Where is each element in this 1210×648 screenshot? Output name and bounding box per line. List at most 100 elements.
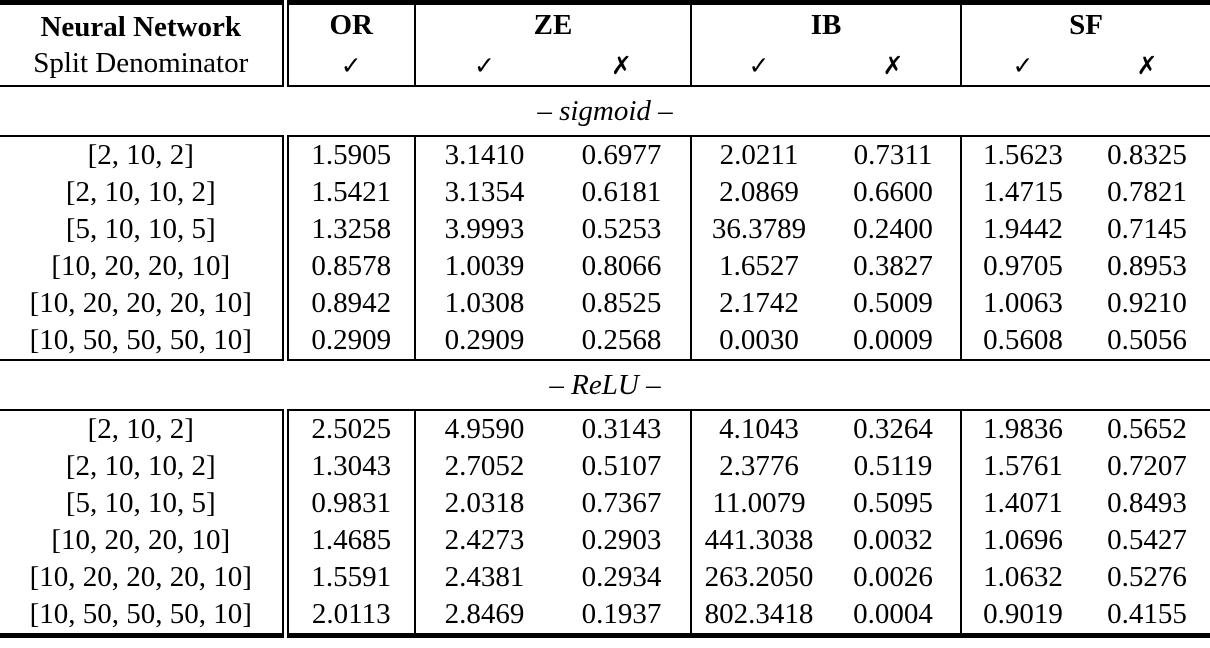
network-cell: [10, 20, 20, 20, 10] <box>29 561 252 593</box>
value-cell: 0.0026 <box>853 561 933 593</box>
network-cell: [10, 20, 20, 10] <box>51 524 231 556</box>
value-cell: 4.1043 <box>690 410 826 448</box>
check-icon: ✓ <box>414 45 553 86</box>
network-cell: [10, 50, 50, 50, 10] <box>29 324 252 356</box>
value-cell: 0.0009 <box>853 324 933 356</box>
value-cell: 0.0030 <box>690 322 826 360</box>
value-cell: 1.4685 <box>281 522 415 559</box>
value-cell: 0.6977 <box>581 139 662 171</box>
value-cell: 0.8325 <box>1107 139 1187 171</box>
value-cell: 0.8953 <box>1107 250 1187 282</box>
table-row: [2, 10, 10, 2] 1.5421 3.1354 0.6181 2.0869 0.… <box>0 174 1210 211</box>
value-cell: 0.0004 <box>853 598 933 630</box>
section-label-sigmoid: – sigmoid – <box>0 85 1210 137</box>
network-cell: [10, 20, 20, 20, 10] <box>29 287 252 319</box>
value-cell: 0.7821 <box>1107 176 1187 208</box>
header-neural-network-label: Neural Network <box>40 10 242 43</box>
network-cell: [10, 20, 20, 10] <box>51 250 231 282</box>
value-cell: 0.9210 <box>1107 287 1187 319</box>
value-cell: 2.0869 <box>690 174 826 211</box>
value-cell: 4.9590 <box>414 410 553 448</box>
value-cell: 0.8493 <box>1107 487 1187 519</box>
value-cell: 0.4155 <box>1107 598 1187 630</box>
check-icon: ✓ <box>960 45 1085 86</box>
value-cell: 0.2934 <box>581 561 662 593</box>
value-cell: 0.5107 <box>581 450 662 482</box>
table-row: [10, 20, 20, 10] 1.4685 2.4273 0.2903 441.30… <box>0 522 1210 559</box>
value-cell: 0.2909 <box>281 322 415 360</box>
table-row: [10, 50, 50, 50, 10] 0.2909 0.2909 0.2568 0.… <box>0 322 1210 360</box>
value-cell: 1.3043 <box>281 448 415 485</box>
section-band-relu: – ReLU – <box>0 359 1210 411</box>
value-cell: 1.5421 <box>281 174 415 211</box>
cross-icon: ✗ <box>611 50 632 80</box>
section-rows-sigmoid: [2, 10, 2] 1.5905 3.1410 0.6977 2.0211 0.7311… <box>0 136 1210 360</box>
value-cell: 263.2050 <box>690 559 826 596</box>
value-cell: 1.0063 <box>960 285 1085 322</box>
header-neural-network: Neural Network Split Denominator <box>0 3 285 87</box>
value-cell: 1.9442 <box>960 211 1085 248</box>
value-cell: 1.0308 <box>414 285 553 322</box>
value-cell: 3.9993 <box>414 211 553 248</box>
value-cell: 0.8578 <box>281 248 415 285</box>
network-cell: [2, 10, 10, 2] <box>65 450 216 482</box>
value-cell: 2.4273 <box>414 522 553 559</box>
value-cell: 0.5253 <box>581 213 662 245</box>
table-row: [2, 10, 10, 2] 1.3043 2.7052 0.5107 2.3776 0.… <box>0 448 1210 485</box>
value-cell: 2.0318 <box>414 485 553 522</box>
value-cell: 0.2903 <box>581 524 662 556</box>
value-cell: 1.4715 <box>960 174 1085 211</box>
value-cell: 0.3143 <box>581 413 662 445</box>
value-cell: 0.7145 <box>1107 213 1187 245</box>
header-group-ib: IB <box>689 2 962 45</box>
network-cell: [10, 50, 50, 50, 10] <box>29 598 252 630</box>
value-cell: 0.3264 <box>853 413 933 445</box>
table-row: [2, 10, 2] 2.5025 4.9590 0.3143 4.1043 0.3264… <box>0 410 1210 448</box>
value-cell: 0.5119 <box>853 450 933 482</box>
table-row: [10, 20, 20, 20, 10] 0.8942 1.0308 0.8525 2.… <box>0 285 1210 322</box>
table-header: Neural Network Split Denominator OR ZE I… <box>0 2 1210 86</box>
table-row: [10, 20, 20, 10] 0.8578 1.0039 0.8066 1.6527… <box>0 248 1210 285</box>
value-cell: 0.5608 <box>960 322 1085 360</box>
value-cell: 2.4381 <box>414 559 553 596</box>
value-cell: 2.7052 <box>414 448 553 485</box>
section-label-relu: – ReLU – <box>0 359 1210 411</box>
band-row: – ReLU – <box>0 359 1210 411</box>
value-cell: 0.9019 <box>960 596 1085 636</box>
network-cell: [5, 10, 10, 5] <box>65 213 216 245</box>
value-cell: 2.5025 <box>281 410 415 448</box>
value-cell: 0.5427 <box>1107 524 1187 556</box>
table-row: [5, 10, 10, 5] 0.9831 2.0318 0.7367 11.0079 0… <box>0 485 1210 522</box>
value-cell: 0.3827 <box>853 250 933 282</box>
value-cell: 1.5591 <box>281 559 415 596</box>
table-row: [10, 20, 20, 20, 10] 1.5591 2.4381 0.2934 26… <box>0 559 1210 596</box>
value-cell: 0.6181 <box>581 176 662 208</box>
header-group-row: Neural Network Split Denominator OR ZE I… <box>0 2 1210 79</box>
network-cell: [2, 10, 2] <box>87 139 194 171</box>
value-cell: 2.8469 <box>414 596 553 636</box>
value-cell: 0.7207 <box>1107 450 1187 482</box>
table-row: [10, 50, 50, 50, 10] 2.0113 2.8469 0.1937 80… <box>0 596 1210 636</box>
value-cell: 1.9836 <box>960 410 1085 448</box>
value-cell: 0.9705 <box>960 248 1085 285</box>
value-cell: 1.5905 <box>281 136 415 174</box>
check-icon: ✓ <box>690 45 826 86</box>
value-cell: 3.1354 <box>414 174 553 211</box>
value-cell: 0.2568 <box>581 324 662 356</box>
value-cell: 1.0039 <box>414 248 553 285</box>
value-cell: 1.4071 <box>960 485 1085 522</box>
value-cell: 0.1937 <box>581 598 662 630</box>
header-group-sf: SF <box>960 2 1210 45</box>
value-cell: 3.1410 <box>414 136 553 174</box>
value-cell: 36.3789 <box>690 211 826 248</box>
header-split-denominator-label: Split Denominator <box>33 47 249 79</box>
value-cell: 1.0696 <box>960 522 1085 559</box>
value-cell: 0.2400 <box>853 213 933 245</box>
cross-icon: ✗ <box>1136 50 1158 80</box>
value-cell: 0.5056 <box>1107 324 1187 356</box>
value-cell: 2.0113 <box>281 596 415 636</box>
value-cell: 0.7311 <box>853 139 933 171</box>
section-rows-relu: [2, 10, 2] 2.5025 4.9590 0.3143 4.1043 0.3264… <box>0 410 1210 636</box>
